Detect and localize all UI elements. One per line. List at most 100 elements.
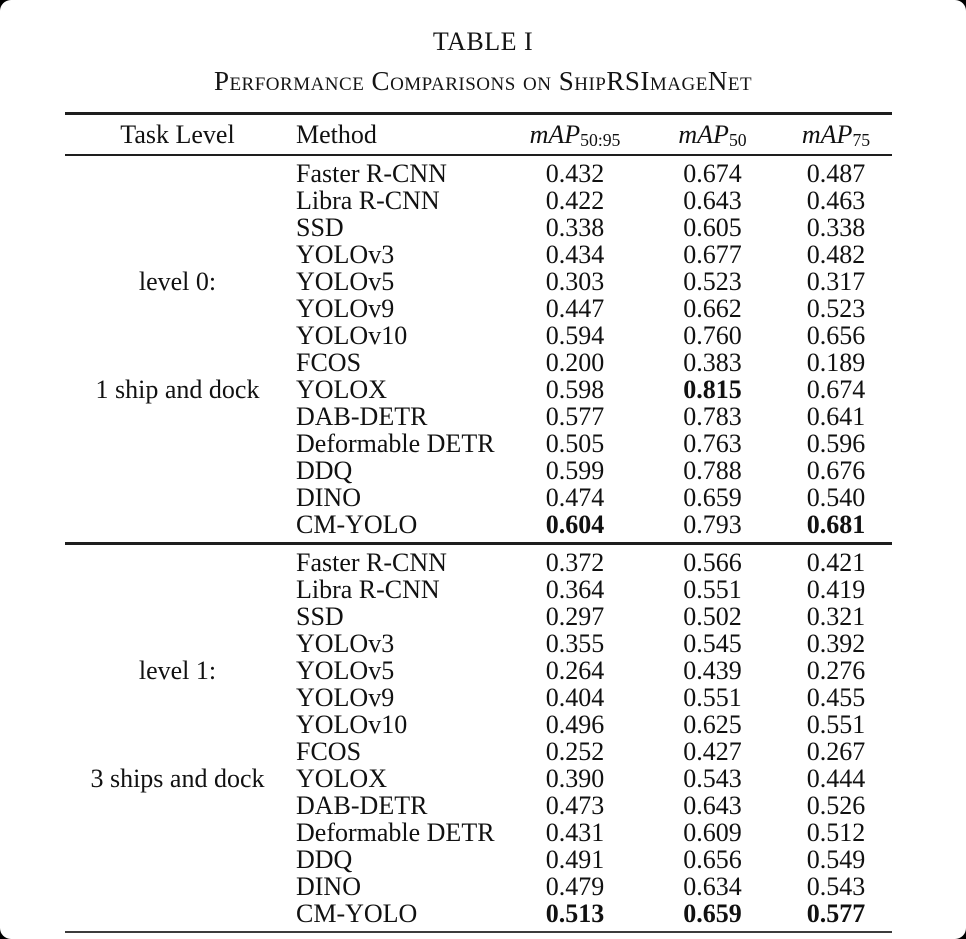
metric-value: 0.677 [683, 240, 742, 269]
metric-value: 0.513 [545, 899, 605, 928]
metric-value: 0.523 [683, 267, 742, 296]
metric-value: 0.338 [806, 213, 866, 242]
table-row: FCOS 0.252 0.427 0.267 [65, 738, 892, 765]
method-name: YOLOX [296, 764, 387, 793]
metric-value: 0.487 [806, 159, 866, 188]
method-name: Faster R-CNN [296, 159, 447, 188]
method-name: DDQ [296, 456, 353, 485]
metric-value: 0.491 [545, 845, 605, 874]
method-name: DAB-DETR [296, 791, 428, 820]
metric-value: 0.297 [545, 602, 605, 631]
metric-value: 0.264 [545, 656, 605, 685]
method-name: DDQ [296, 845, 353, 874]
task-level-label [65, 873, 290, 900]
method-name: Deformable DETR [296, 429, 495, 458]
table-number-heading: TABLE I [432, 27, 534, 56]
metric-value: 0.596 [806, 429, 866, 458]
table-row: Deformable DETR 0.431 0.609 0.512 [65, 819, 892, 846]
method-name: YOLOv3 [296, 629, 395, 658]
metric-value: 0.431 [545, 818, 605, 847]
task-level-label [65, 900, 290, 932]
method-name: CM-YOLO [296, 899, 418, 928]
method-name: Libra R-CNN [296, 575, 440, 604]
metric-value: 0.473 [545, 791, 605, 820]
task-level-label [65, 792, 290, 819]
task-level-label: 3 ships and dock [90, 764, 265, 793]
task-level-label [65, 576, 290, 603]
task-level-label [65, 403, 290, 430]
method-name: YOLOv9 [296, 294, 395, 323]
metric-value: 0.659 [683, 483, 742, 512]
metric-value: 0.543 [683, 764, 742, 793]
metric-value: 0.783 [683, 402, 742, 431]
metric-value: 0.540 [806, 483, 866, 512]
metric-value: 0.463 [806, 186, 866, 215]
table-row: YOLOv10 0.496 0.625 0.551 [65, 711, 892, 738]
metric-value: 0.549 [806, 845, 866, 874]
metric-value: 0.303 [545, 267, 605, 296]
section-level-0: Faster R-CNN 0.432 0.674 0.487 Libra R-CNN 0.… [65, 155, 892, 544]
metric-value: 0.815 [683, 375, 742, 404]
method-name: YOLOv10 [296, 321, 408, 350]
metric-value: 0.551 [683, 575, 742, 604]
metric-value: 0.793 [683, 510, 742, 539]
method-name: SSD [296, 213, 344, 242]
table-row: SSD 0.297 0.502 0.321 [65, 603, 892, 630]
task-level-label [65, 819, 290, 846]
metric-value: 0.674 [806, 375, 866, 404]
table-row: DINO 0.479 0.634 0.543 [65, 873, 892, 900]
metric-value: 0.505 [545, 429, 605, 458]
task-level-label [65, 187, 290, 214]
table-row: DAB-DETR 0.473 0.643 0.526 [65, 792, 892, 819]
metric-value: 0.543 [806, 872, 866, 901]
metric-value: 0.577 [806, 899, 866, 928]
metric-value: 0.321 [806, 602, 866, 631]
metric-value: 0.566 [683, 548, 742, 577]
table-row: DINO 0.474 0.659 0.540 [65, 484, 892, 511]
task-level-label [65, 630, 290, 657]
task-level-label: 1 ship and dock [95, 375, 260, 404]
metric-value: 0.634 [683, 872, 742, 901]
task-level-label [65, 684, 290, 711]
task-level-label [65, 544, 290, 577]
metric-value: 0.594 [545, 321, 605, 350]
metric-value: 0.551 [806, 710, 866, 739]
metric-value: 0.604 [545, 510, 605, 539]
metric-value: 0.676 [806, 456, 866, 485]
table-row: Libra R-CNN 0.364 0.551 0.419 [65, 576, 892, 603]
column-header-map-75: mAP75 [780, 113, 892, 156]
metric-value: 0.643 [683, 791, 742, 820]
metric-value: 0.432 [545, 159, 605, 188]
metric-value: 0.427 [683, 737, 742, 766]
metric-value: 0.434 [545, 240, 605, 269]
metric-value: 0.496 [545, 710, 605, 739]
table-row: Libra R-CNN 0.422 0.643 0.463 [65, 187, 892, 214]
metric-value: 0.605 [683, 213, 742, 242]
metric-value: 0.681 [806, 510, 866, 539]
task-level-label: level 1: [138, 656, 217, 685]
metric-value: 0.482 [806, 240, 866, 269]
table-row: YOLOv9 0.447 0.662 0.523 [65, 295, 892, 322]
task-level-label [65, 430, 290, 457]
metric-value: 0.200 [545, 348, 605, 377]
metric-value: 0.252 [545, 737, 605, 766]
table-row: FCOS 0.200 0.383 0.189 [65, 349, 892, 376]
task-level-label [65, 484, 290, 511]
metric-value: 0.662 [683, 294, 742, 323]
metric-value: 0.643 [683, 186, 742, 215]
method-name: SSD [296, 602, 344, 631]
table-row: CM-YOLO 0.604 0.793 0.681 [65, 511, 892, 544]
metric-value: 0.455 [806, 683, 866, 712]
method-name: YOLOv3 [296, 240, 395, 269]
method-name: FCOS [296, 737, 362, 766]
task-level-label [65, 322, 290, 349]
metric-value: 0.523 [806, 294, 866, 323]
metric-value: 0.609 [683, 818, 742, 847]
method-name: YOLOv5 [296, 656, 395, 685]
table-row: CM-YOLO 0.513 0.659 0.577 [65, 900, 892, 932]
column-header-map-50: mAP50 [645, 113, 780, 156]
column-header-task-level: Task Level [65, 113, 290, 156]
metric-value: 0.189 [806, 348, 866, 377]
table-row: Faster R-CNN 0.372 0.566 0.421 [65, 544, 892, 577]
metric-value: 0.763 [683, 429, 742, 458]
